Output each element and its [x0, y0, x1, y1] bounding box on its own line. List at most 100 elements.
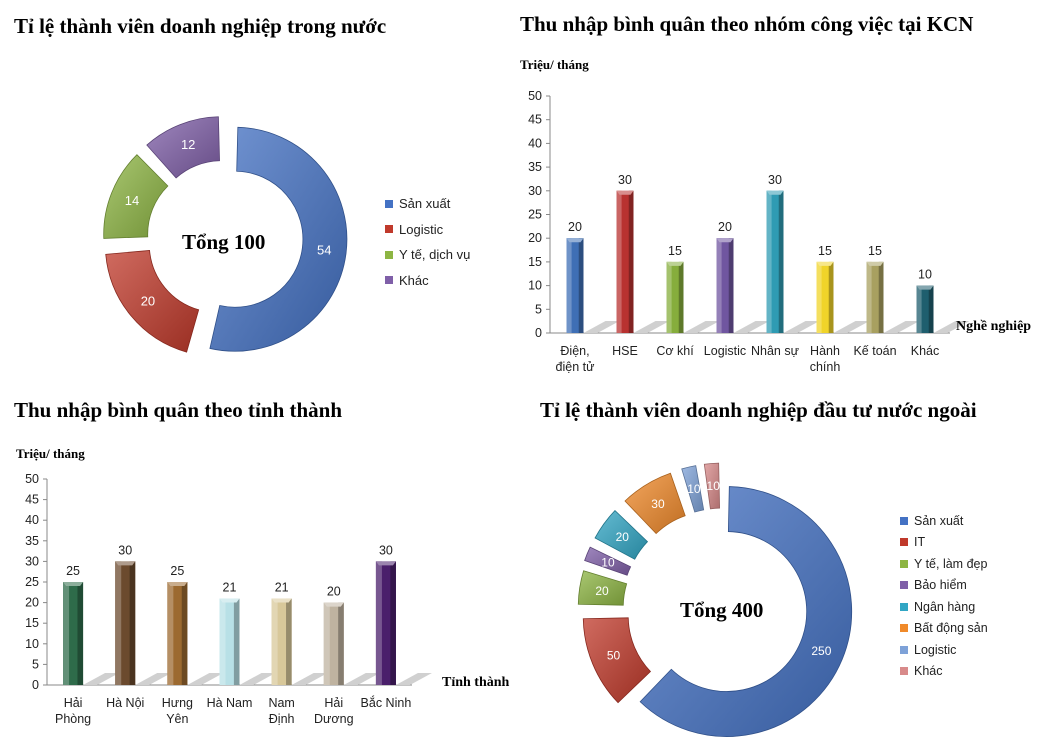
slice-label-bao-hiem: 10: [601, 555, 615, 569]
chart3-y-axis-title: Triệu/ tháng: [16, 446, 85, 461]
legend-label: Y tế, dịch vụ: [399, 247, 471, 263]
y-tick-label: 45: [528, 113, 542, 127]
bar-5: [816, 261, 834, 333]
y-tick-label: 15: [25, 616, 39, 630]
chart1-center-label: Tổng 100: [182, 230, 266, 254]
slice-san-xuat: [639, 486, 853, 737]
legend-swatch: [900, 516, 908, 525]
bar-shadow: [933, 321, 970, 333]
legend-label: Khác: [914, 664, 943, 679]
slice-label-it: 50: [607, 648, 621, 662]
bar-shadow: [239, 673, 276, 685]
x-tick-label: Định: [269, 712, 295, 726]
bar-data-label: 21: [223, 580, 237, 594]
legend-swatch: [385, 225, 393, 234]
x-tick-label: Yên: [166, 712, 188, 726]
x-tick-label: Nhân sự: [751, 344, 799, 358]
bar-shadow: [395, 673, 432, 685]
y-tick-label: 25: [25, 575, 39, 589]
legend-label: Bảo hiểm: [914, 578, 967, 593]
slice-label-khac: 12: [181, 137, 195, 152]
legend-swatch: [385, 250, 393, 259]
bar-3: [219, 598, 240, 685]
slice-ngan-hang: [594, 509, 649, 560]
x-tick-label: Phòng: [55, 712, 91, 726]
chart3-x-axis-title: Tỉnh thành: [442, 675, 510, 690]
bar-data-label: 10: [918, 268, 932, 282]
legend-label: Sản xuất: [914, 513, 964, 528]
y-tick-label: 5: [535, 302, 542, 316]
legend-swatch: [900, 645, 908, 654]
bar-shadow: [135, 673, 172, 685]
x-tick-label: Dương: [314, 712, 354, 726]
legend-swatch: [900, 667, 908, 676]
legend-label: Bất động sản: [914, 621, 988, 636]
x-tick-label: Logistic: [704, 344, 746, 358]
bar-data-label: 25: [66, 564, 80, 578]
legend-item-logistic: Logistic: [900, 639, 988, 661]
y-tick-label: 35: [25, 534, 39, 548]
bar-shadow: [883, 321, 920, 333]
slice-bao-hiem: [584, 546, 632, 576]
bar-1: [616, 190, 634, 333]
legend-item-ngan-hang: Ngân hàng: [900, 596, 988, 618]
x-tick-label: Điện,: [560, 344, 589, 358]
slice-label-logistic: 10: [687, 482, 701, 496]
bar-shadow: [783, 321, 820, 333]
bar-5: [323, 602, 344, 685]
bar-data-label: 15: [668, 244, 682, 258]
legend-swatch: [385, 199, 393, 208]
slice-label-y-te-dich-vu: 14: [125, 193, 139, 208]
bar-data-label: 25: [170, 564, 184, 578]
x-tick-label: Cơ khí: [656, 344, 694, 358]
bar-4: [271, 598, 292, 685]
slice-y-te-dich-vu: [103, 154, 169, 239]
chart3-title: Thu nhập bình quân theo tỉnh thành: [14, 398, 343, 422]
legend-item-khac: Khác: [385, 268, 470, 294]
y-tick-label: 10: [528, 279, 542, 293]
bar-shadow: [733, 321, 770, 333]
chart3-bar-chart: 0 5 10 15 20 25 30 35 40 45 50 25 Hải Phòng 30 Hà Nội 25…: [25, 472, 432, 726]
legend-item-bao-hiem: Bảo hiểm: [900, 575, 988, 597]
bar-data-label: 20: [568, 220, 582, 234]
x-tick-label: Hải: [64, 696, 83, 710]
slice-it: [582, 617, 652, 704]
bar-7: [916, 285, 934, 333]
y-tick-label: 30: [25, 554, 39, 568]
y-tick-label: 40: [25, 513, 39, 527]
bar-0: [63, 582, 84, 685]
bar-data-label: 30: [768, 173, 782, 187]
chart2-title: Thu nhập bình quân theo nhóm công việc t…: [520, 12, 974, 36]
y-tick-label: 45: [25, 493, 39, 507]
x-tick-label: điện tử: [556, 360, 595, 374]
legend-item-logistic: Logistic: [385, 217, 470, 243]
chart4-title: Tỉ lệ thành viên doanh nghiệp đầu tư nướ…: [540, 398, 977, 422]
bar-2: [167, 582, 188, 685]
bar-1: [115, 561, 136, 685]
legend-label: Logistic: [914, 642, 957, 657]
legend-item-san-xuat: Sản xuất: [900, 510, 988, 532]
x-tick-label: Hành: [810, 344, 840, 358]
chart1-title: Tỉ lệ thành viên doanh nghiệp trong nước: [14, 14, 387, 38]
chart4-center-label: Tổng 400: [680, 598, 764, 622]
bar-data-label: 15: [868, 244, 882, 258]
slice-label-ngan-hang: 20: [616, 530, 630, 544]
y-tick-label: 5: [32, 657, 39, 671]
legend-label: Khác: [399, 272, 429, 288]
slice-khac: [703, 462, 721, 510]
slice-label-khac: 10: [707, 479, 721, 493]
chart1-donut: 54 20 14 12: [103, 116, 348, 353]
x-tick-label: Hà Nam: [207, 696, 253, 710]
slice-label-san-xuat: 250: [811, 644, 831, 658]
legend-label: Sản xuất: [399, 196, 451, 212]
bar-2: [666, 261, 684, 333]
y-tick-label: 0: [535, 326, 542, 340]
x-tick-label: Khác: [911, 344, 940, 358]
slice-label-san-xuat: 54: [317, 243, 331, 258]
y-tick-label: 10: [25, 637, 39, 651]
legend-swatch: [900, 602, 908, 611]
y-tick-label: 0: [32, 678, 39, 692]
slice-logistic: [105, 249, 200, 353]
x-tick-label: Hưng: [162, 696, 193, 710]
legend-item-y-te-dich-vu: Y tế, dịch vụ: [385, 242, 470, 268]
